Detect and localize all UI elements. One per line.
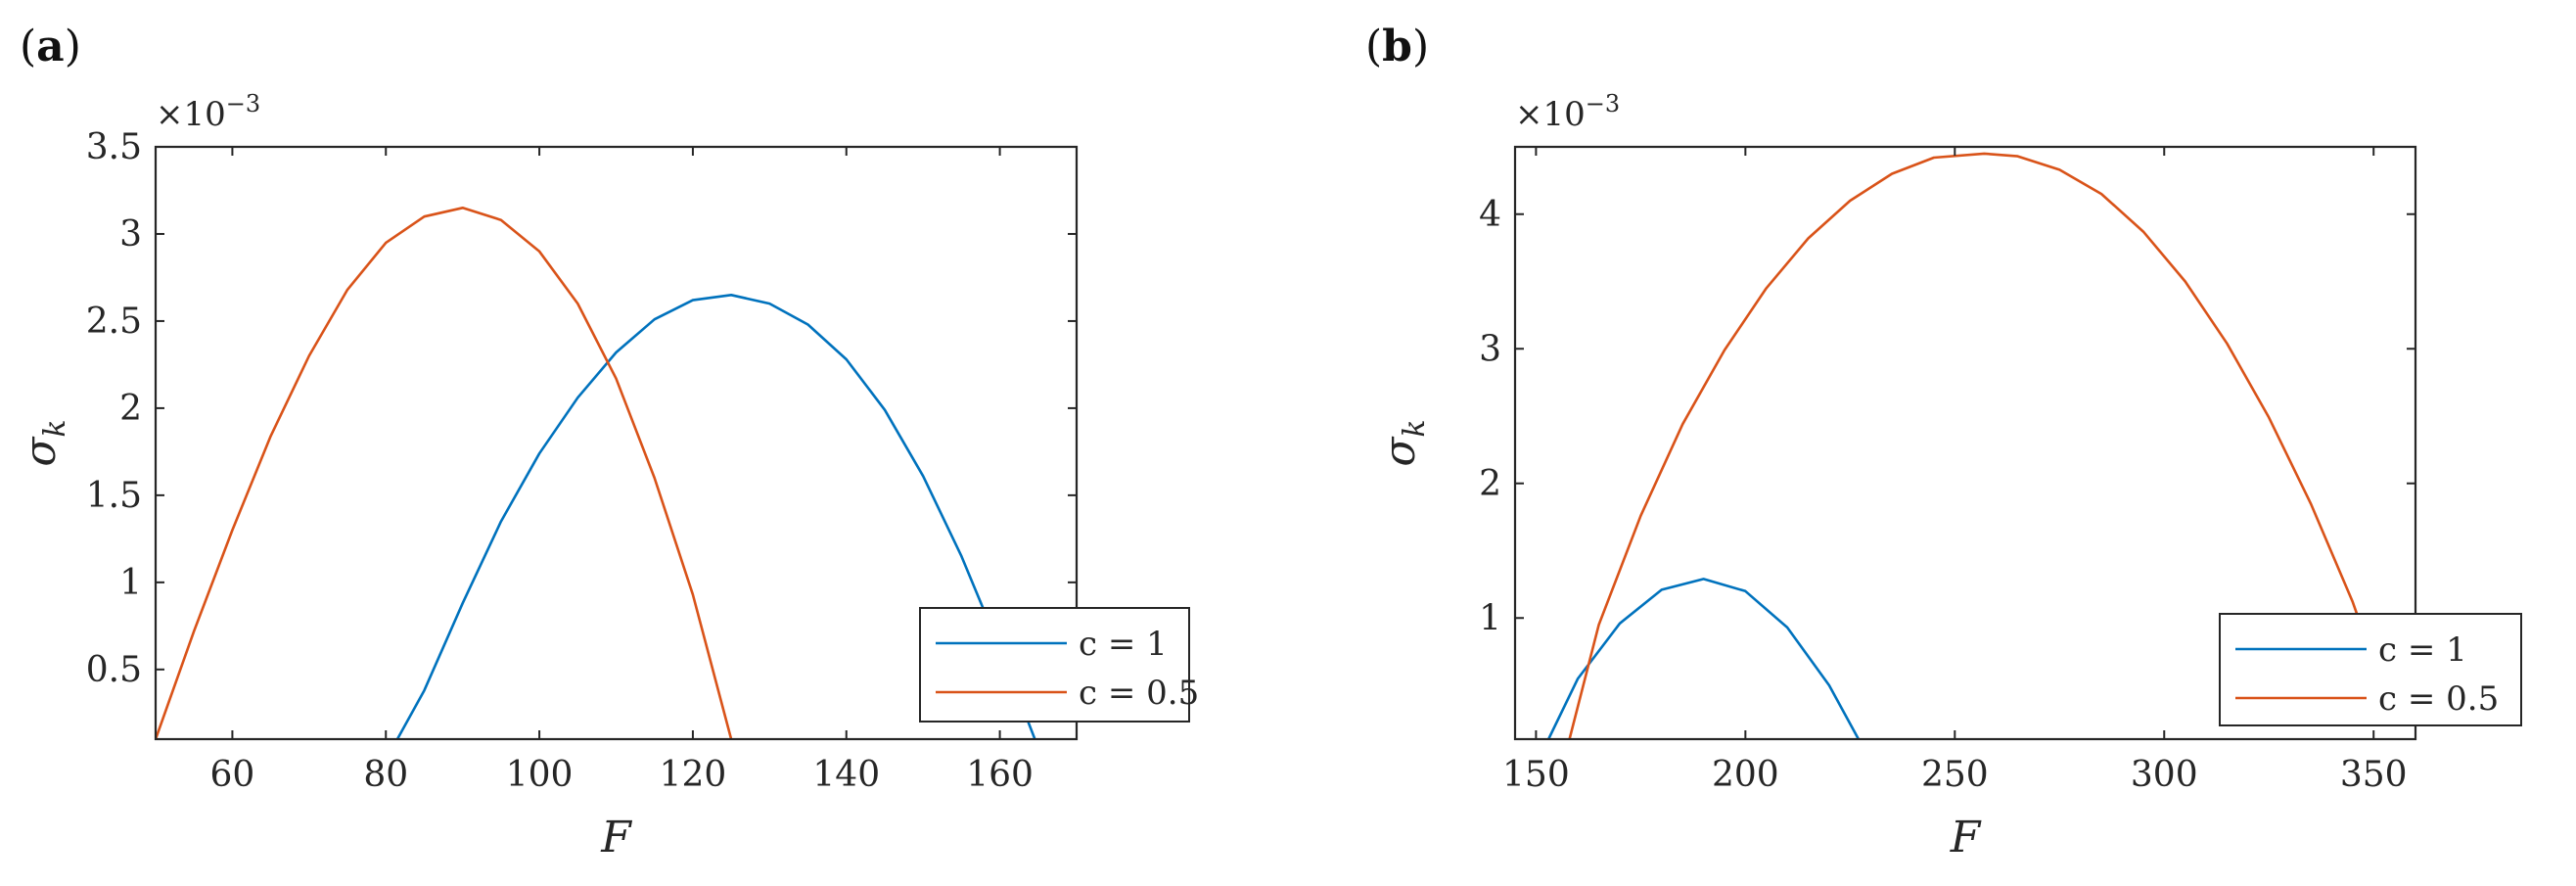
- plot-frame: [154, 145, 1079, 741]
- y-tick-label: 4: [1479, 195, 1501, 235]
- y-tick-label: 1: [119, 563, 142, 603]
- x-tick-label: 200: [1712, 755, 1779, 795]
- series-line-c-1: [1547, 578, 1861, 739]
- y-exponent-base: ×10: [1515, 95, 1586, 134]
- x-tick-label: 100: [506, 755, 574, 795]
- panel-label-letter: a: [36, 22, 65, 71]
- y-tick-label: 1: [1479, 598, 1501, 638]
- chart-panel-b: (b) 150 200 250 300 350 1 2 3 4 ×10−3 Fσk c = 1 c = 0…: [1365, 22, 2522, 863]
- x-axis-label: F: [600, 813, 632, 863]
- y-tick-label: 2.5: [86, 302, 142, 342]
- legend-box: [2219, 613, 2522, 726]
- x-tick-label: 350: [2340, 755, 2408, 795]
- y-axis-label: σk: [16, 419, 72, 466]
- panel-label-open-paren: (: [20, 22, 36, 71]
- y-exponent-power: −3: [1586, 90, 1620, 117]
- x-tick-label: 300: [2131, 755, 2198, 795]
- x-axis-label: F: [1950, 813, 1982, 863]
- y-exponent-power: −3: [226, 90, 260, 117]
- x-tick-label: 150: [1502, 755, 1570, 795]
- y-tick-label: 3: [119, 214, 142, 255]
- y-axis-label-symbol: σ: [16, 436, 66, 467]
- y-tick-label: 3.5: [86, 127, 142, 167]
- x-tick-label: 250: [1921, 755, 1989, 795]
- legend-box: [919, 607, 1190, 723]
- legend-label-c-1: c = 1: [2378, 630, 2467, 670]
- panel-label-open-paren: (: [1365, 22, 1382, 71]
- y-axis-label-subscript: k: [38, 419, 72, 437]
- y-axis-label-symbol: σ: [1375, 436, 1425, 467]
- legend-label-c-0-5: c = 0.5: [2378, 679, 2499, 719]
- chart-panel-a: (a) 60 80 100 120 140 160 0.5 1 1.5 2 2.5 3 3.5 ×10−3 F…: [16, 22, 1199, 863]
- panel-label-letter: b: [1382, 22, 1412, 71]
- y-tick-label: 2: [119, 389, 142, 429]
- legend-label-c-0-5: c = 0.5: [1079, 674, 1199, 713]
- panel-label: (a): [20, 22, 81, 71]
- x-tick-label: 160: [966, 755, 1034, 795]
- y-tick-label: 1.5: [86, 476, 142, 516]
- y-axis-label: σk: [1375, 419, 1432, 466]
- y-exponent-label: ×10−3: [156, 90, 260, 134]
- y-axis-label-subscript: k: [1398, 419, 1432, 437]
- x-tick-label: 140: [812, 755, 880, 795]
- y-tick-label: 2: [1479, 464, 1501, 504]
- series-line-c-0-5: [1568, 152, 2384, 739]
- legend-label-c-1: c = 1: [1079, 625, 1168, 664]
- series-line-c-0-5: [156, 207, 733, 739]
- y-exponent-base: ×10: [156, 95, 226, 134]
- panel-label-close-paren: ): [1412, 22, 1429, 71]
- x-tick-label: 120: [660, 755, 727, 795]
- panel-label-close-paren: ): [65, 22, 81, 71]
- plot-frame: [1513, 145, 2417, 741]
- y-exponent-label: ×10−3: [1515, 90, 1620, 134]
- y-tick-label: 0.5: [86, 650, 142, 690]
- series-line-c-1: [395, 293, 1036, 739]
- x-tick-label: 60: [210, 755, 255, 795]
- y-tick-label: 3: [1479, 329, 1501, 369]
- panel-label: (b): [1365, 22, 1429, 71]
- x-tick-label: 80: [363, 755, 408, 795]
